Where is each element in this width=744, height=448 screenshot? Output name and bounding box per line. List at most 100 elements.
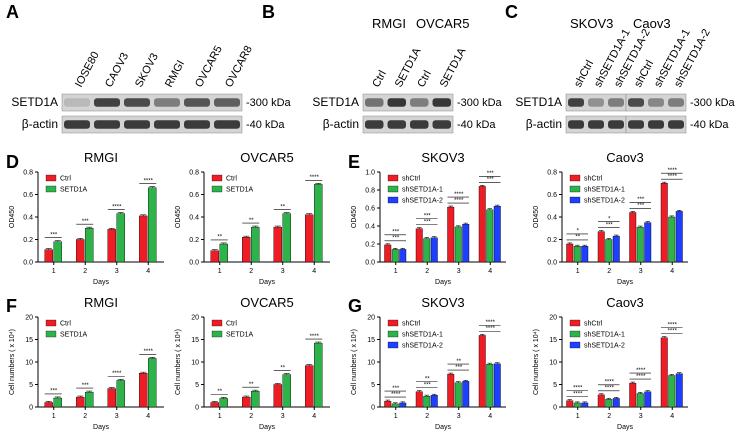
legend-swatch: [569, 330, 581, 338]
blot-B-row-label: β-actin: [323, 117, 359, 131]
bar-shsetd1a-2: [675, 373, 683, 408]
panel-label-e: E: [348, 152, 361, 172]
blot-A-lane-label: CAOV3: [103, 51, 131, 90]
y-tick-label: 0.0: [189, 260, 199, 267]
bar-shctrl: [447, 206, 455, 263]
bar-setd1a: [251, 391, 260, 408]
y-tick-label: 15: [367, 337, 375, 344]
significance-label: **: [575, 235, 580, 241]
bar-shctrl: [660, 183, 668, 263]
significance-label: ***: [455, 365, 463, 371]
significance-label: ***: [637, 203, 645, 209]
legend-swatch: [387, 196, 399, 204]
significance-label: ***: [392, 230, 400, 236]
x-tick-label: 1: [218, 268, 222, 275]
blot-A-band: [154, 120, 180, 129]
significance-label: ***: [82, 219, 90, 225]
legend-swatch: [45, 174, 57, 182]
legend-label: shSETD1A-2: [584, 343, 625, 350]
y-tick-label: 0.2: [23, 237, 33, 244]
x-tick-label: 4: [146, 413, 150, 420]
blot-A-size-label: -300 kDa: [246, 97, 292, 109]
bar-ctrl: [242, 237, 251, 263]
bar-shsetd1a-1: [636, 226, 644, 263]
bar-shsetd1a-1: [454, 382, 462, 408]
bar-shctrl: [415, 391, 423, 408]
y-tick-label: 0.8: [23, 170, 33, 177]
bar-setd1a: [148, 187, 157, 263]
legend-swatch: [569, 341, 581, 349]
blot-C-band: [648, 98, 664, 107]
bar-setd1a: [116, 213, 125, 263]
x-tick-label: 2: [425, 268, 429, 275]
x-axis-label: Days: [617, 424, 633, 431]
x-tick-label: 4: [488, 268, 492, 275]
y-tick-label: 10: [25, 360, 33, 367]
y-axis-label: Cell numbers ( x 10⁴): [351, 329, 358, 395]
blot-C-band: [568, 120, 584, 129]
y-tick-label: 0: [29, 405, 33, 412]
blot-A-lane-label: IOSE80: [73, 50, 102, 90]
significance-label: **: [280, 204, 285, 210]
significance-label: ****: [668, 174, 678, 180]
significance-label: ****: [112, 204, 122, 210]
legend-label: SETD1A: [226, 332, 254, 339]
legend-swatch: [569, 196, 581, 204]
bar-setd1a: [251, 226, 260, 263]
x-tick-label: 1: [218, 413, 222, 420]
y-tick-label: 0.8: [547, 170, 557, 177]
chart-title: Caov3: [606, 295, 644, 310]
y-tick-label: 20: [549, 315, 557, 322]
y-tick-label: 0.2: [189, 237, 199, 244]
legend-swatch: [387, 330, 399, 338]
x-tick-label: 4: [670, 413, 674, 420]
blot-C-size-label: -40 kDa: [690, 119, 729, 131]
bar-setd1a: [219, 243, 228, 263]
blot-A-lane-label: RMGI: [163, 58, 187, 89]
significance-label: ****: [486, 320, 496, 326]
legend-label: shSETD1A-1: [402, 187, 443, 194]
significance-label: *: [577, 229, 580, 235]
blot-A-band: [94, 98, 120, 107]
blot-B-band: [432, 120, 451, 129]
blot-B-band: [365, 98, 384, 107]
significance-label: ****: [112, 371, 122, 377]
bar-shctrl: [629, 212, 637, 263]
y-tick-label: 0.8: [189, 170, 199, 177]
y-tick-label: 0.4: [547, 215, 557, 222]
y-tick-label: 5: [371, 382, 375, 389]
significance-label: ***: [487, 177, 495, 183]
panel-label-g: G: [348, 296, 363, 316]
bar-shsetd1a-2: [430, 395, 438, 408]
significance-label: ****: [573, 391, 583, 397]
y-axis-label: OD450: [533, 206, 540, 228]
bar-shsetd1a-1: [605, 239, 613, 263]
blot-B-band: [410, 120, 429, 129]
chart-title: Caov3: [606, 150, 644, 165]
x-axis-label: Days: [93, 279, 109, 286]
legend-swatch: [387, 341, 399, 349]
legend-label: Ctrl: [60, 321, 71, 328]
blot-B-membrane: [362, 93, 454, 112]
bar-shctrl: [629, 382, 637, 408]
x-tick-label: 1: [576, 413, 580, 420]
y-tick-label: 5: [553, 382, 557, 389]
legend-swatch: [45, 185, 57, 193]
blot-A-band: [94, 120, 120, 129]
y-tick-label: 0.6: [365, 206, 375, 213]
significance-label: ****: [310, 175, 320, 181]
blot-B-band: [410, 98, 429, 107]
blot-B-band: [432, 98, 451, 107]
y-axis-label: Cell numbers ( x 10⁴): [175, 329, 182, 395]
blot-C-band: [648, 120, 664, 129]
y-tick-label: 0.4: [365, 224, 375, 231]
significance-label: ****: [668, 322, 678, 328]
significance-label: ****: [636, 374, 646, 380]
bar-shsetd1a-2: [493, 363, 501, 408]
legend-label: shSETD1A-2: [402, 198, 443, 205]
significance-label: *: [608, 216, 611, 222]
panel-label-c: C: [505, 2, 518, 22]
legend-label: SETD1A: [60, 332, 88, 339]
panel-label-d: D: [6, 152, 19, 172]
bar-shctrl: [478, 186, 486, 263]
